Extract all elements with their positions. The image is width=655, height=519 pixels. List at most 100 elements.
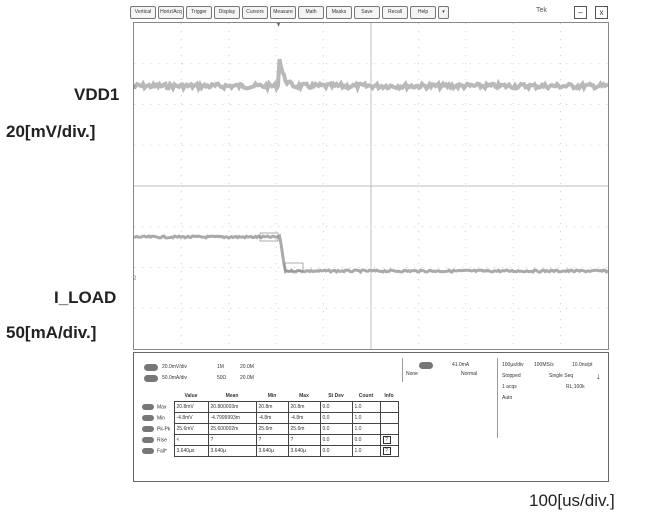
ch2-name-label: I_LOAD xyxy=(54,288,117,307)
trigger-mode: Normal xyxy=(461,371,478,377)
table-row[interactable]: Rise < ? ? ? 0.0 0.0 ? xyxy=(140,434,399,446)
menu-measure[interactable]: Measure xyxy=(270,6,296,19)
header-max: Max xyxy=(299,393,309,399)
trigger-source: None xyxy=(406,371,418,377)
table-row[interactable]: Min -4.8mV -4.7999993m -4.8m -4.8m 0.0 1… xyxy=(140,412,399,424)
trigger-position-marker xyxy=(277,23,280,27)
menu-horiz-acq[interactable]: Horiz/Acq xyxy=(158,6,184,19)
measurement-value: 3.640µs xyxy=(173,445,209,457)
header-value: Value xyxy=(184,393,198,399)
ch-badge-icon xyxy=(142,436,154,443)
ch1-scale-label: 20[mV/div.] xyxy=(6,122,96,141)
minimize-button[interactable]: – xyxy=(574,6,587,19)
measurement-info xyxy=(379,423,399,435)
measurement-mean: ? xyxy=(207,434,257,446)
brand-label: Tek xyxy=(536,7,547,14)
measurement-table: Value Mean Min Max St Dev Count Info Max… xyxy=(140,391,399,457)
sample-rate: 100MS/s xyxy=(534,362,554,368)
timebase: 100µs/div xyxy=(502,362,524,368)
measurement-count: 1.0 xyxy=(351,445,381,457)
ch-badge-icon xyxy=(142,414,154,421)
ch2-settings: 50.0mA/div xyxy=(162,375,188,381)
measurement-count: 1.0 xyxy=(351,423,381,435)
measurement-min: 20.8m xyxy=(255,401,289,413)
record-length: RL:100k xyxy=(566,384,585,390)
measurement-value: 25.6mV xyxy=(173,423,209,435)
ch2-cursor-box-low xyxy=(284,262,304,272)
measurement-max: -4.8m xyxy=(287,412,321,424)
measurement-count: 0.0 xyxy=(351,434,381,446)
measurement-min: 3.640µ xyxy=(255,445,289,457)
measurement-info xyxy=(379,401,399,413)
measurement-name: Fall* xyxy=(140,446,174,457)
measurement-name: Pk-Pk xyxy=(140,424,174,435)
header-count: Count xyxy=(358,393,374,399)
measurement-max: 20.8m xyxy=(287,401,321,413)
menu-display[interactable]: Display xyxy=(214,6,240,19)
ch-badge-icon xyxy=(142,425,154,432)
measurement-value: < xyxy=(173,434,209,446)
menu-vertical[interactable]: Vertical xyxy=(130,6,156,19)
trigger-level: 41.0mA xyxy=(452,362,470,368)
measurement-stdev: 0.0 xyxy=(319,445,353,457)
close-button[interactable]: x xyxy=(595,6,608,19)
ch-badge-icon xyxy=(142,447,154,454)
resolution: 10.0ns/pt xyxy=(572,362,593,368)
measurement-name: Min xyxy=(140,413,174,424)
status-panel: 20.0mV/div 1M 20.0M 50.0mA/div 50Ω 20.0M… xyxy=(133,352,609,482)
ch2-bandwidth: 20.0M xyxy=(240,375,254,381)
waveform-display[interactable]: 1 2 xyxy=(133,22,609,350)
measurement-header-row: Value Mean Min Max St Dev Count Info xyxy=(140,391,398,402)
info-warning-icon[interactable]: ? xyxy=(382,447,391,455)
acquisition-box[interactable] xyxy=(497,358,606,438)
menu-cursors[interactable]: Cursors xyxy=(242,6,268,19)
acquisition-count: 1 acqs xyxy=(502,384,517,390)
menu-dropdown[interactable]: ▾ xyxy=(438,6,449,19)
measurement-min: ? xyxy=(255,434,289,446)
ch1-badge[interactable] xyxy=(144,364,158,371)
menu-recall[interactable]: Recall xyxy=(382,6,408,19)
header-mean: Mean xyxy=(225,393,239,399)
measurement-min: -4.8m xyxy=(255,412,289,424)
measurement-label: Rise xyxy=(157,437,168,444)
ch2-scale-label: 50[mA/div.] xyxy=(6,323,97,342)
measurement-mean: 3.640µ xyxy=(207,445,257,457)
time-scale-label: 100[us/div.] xyxy=(529,491,615,510)
info-warning-icon[interactable]: ? xyxy=(382,436,391,444)
measurement-value: 20.8mV xyxy=(173,401,209,413)
ch1-ground-marker: 1 xyxy=(134,85,137,91)
ch1-coupling: 1M xyxy=(217,364,224,370)
menu-math[interactable]: Math xyxy=(298,6,324,19)
measurement-stdev: 0.0 xyxy=(319,434,353,446)
ch1-name-label: VDD1 xyxy=(74,85,120,104)
measurement-count: 1.0 xyxy=(351,412,381,424)
ch1-trace xyxy=(133,58,609,95)
ch1-settings: 20.0mV/div xyxy=(162,364,188,370)
menu-help[interactable]: Help xyxy=(410,6,436,19)
header-min: Min xyxy=(267,393,277,399)
menu-save[interactable]: Save xyxy=(354,6,380,19)
ch2-coupling: 50Ω xyxy=(217,375,227,381)
trigger-source-badge xyxy=(419,362,433,369)
measurement-info xyxy=(379,412,399,424)
menu-bar: Vertical Horiz/Acq Trigger Display Curso… xyxy=(130,6,610,20)
run-stop-arrow-icon[interactable]: ↓ xyxy=(596,371,601,381)
ch2-badge[interactable] xyxy=(144,375,158,382)
table-row[interactable]: Fall* 3.640µs 3.640µ 3.640µ 3.640µ 0.0 1… xyxy=(140,445,399,457)
menu-masks[interactable]: Masks xyxy=(326,6,352,19)
measurement-value: -4.8mV xyxy=(173,412,209,424)
table-row[interactable]: Max 20.8mV 20.800003m 20.8m 20.8m 0.0 1.… xyxy=(140,401,399,413)
ch2-ground-marker: 2 xyxy=(134,276,137,282)
trigger-box[interactable] xyxy=(402,358,493,382)
table-row[interactable]: Pk-Pk 25.6mV 25.600002m 25.6m 25.6m 0.0 … xyxy=(140,423,399,435)
oscilloscope-window: Vertical Horiz/Acq Trigger Display Curso… xyxy=(130,0,610,482)
measurement-stdev: 0.0 xyxy=(319,401,353,413)
ch2-cursor-box-high xyxy=(259,232,279,242)
measurement-name: Rise xyxy=(140,435,174,446)
acquisition-state: Stopped xyxy=(502,373,521,379)
measurement-min: 25.6m xyxy=(255,423,289,435)
acquisition-mode: Single Seq xyxy=(549,373,574,379)
menu-trigger[interactable]: Trigger xyxy=(186,6,212,19)
graticule xyxy=(134,23,608,345)
measurement-max: 25.6m xyxy=(287,423,321,435)
